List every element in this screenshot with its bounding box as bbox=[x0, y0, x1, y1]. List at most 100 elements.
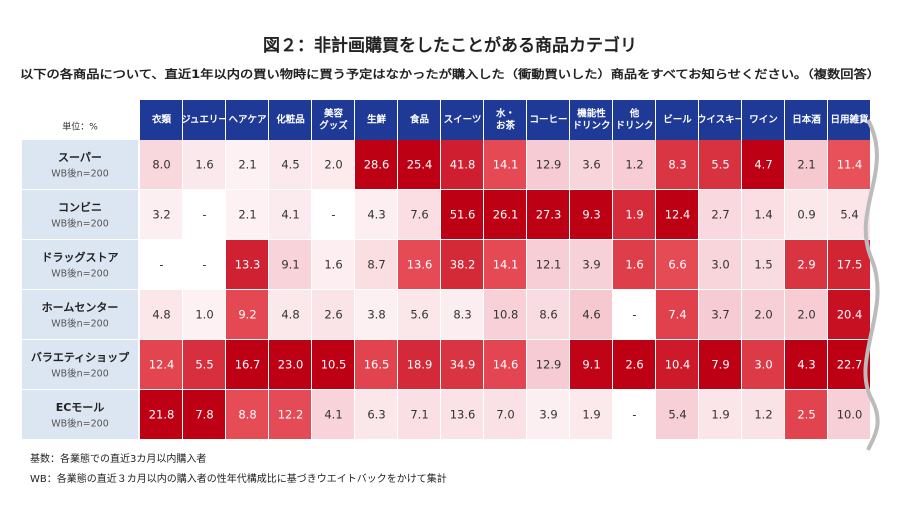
cell-value: 9.1 bbox=[582, 358, 600, 372]
cell bbox=[355, 140, 397, 189]
cell bbox=[312, 190, 354, 239]
column-header: グッズ bbox=[319, 120, 348, 132]
cell bbox=[441, 340, 483, 389]
cell bbox=[355, 290, 397, 339]
cell-value: 4.5 bbox=[281, 158, 299, 172]
title: 図２：非計画購買をしたことがある商品カテゴリ bbox=[263, 35, 637, 56]
cell bbox=[226, 290, 268, 339]
cell-value: 12.2 bbox=[278, 408, 304, 422]
cell-value: 1.9 bbox=[625, 208, 643, 222]
cell bbox=[226, 390, 268, 439]
row-name: ホームセンター bbox=[42, 301, 119, 314]
cell bbox=[527, 240, 569, 289]
cell bbox=[785, 190, 827, 239]
cell-value: 2.5 bbox=[797, 408, 815, 422]
cell-value: 7.1 bbox=[410, 408, 428, 422]
cell-value: 7.0 bbox=[496, 408, 514, 422]
row-name: バラエティショップ bbox=[31, 350, 130, 364]
cell-value: 5.6 bbox=[410, 308, 428, 322]
cell bbox=[656, 340, 698, 389]
cell-value: 38.2 bbox=[450, 258, 476, 272]
cell bbox=[312, 290, 354, 339]
cell bbox=[613, 390, 655, 439]
header-cell bbox=[226, 100, 268, 140]
cell-value: 3.6 bbox=[582, 158, 600, 172]
column-header: ドリンク bbox=[615, 121, 653, 132]
column-header: 他 bbox=[629, 108, 640, 120]
cell-value: 1.9 bbox=[711, 408, 729, 422]
cell-value: 5.5 bbox=[195, 358, 213, 372]
cell bbox=[828, 240, 870, 289]
cell bbox=[785, 390, 827, 439]
cell-value: 3.0 bbox=[711, 258, 729, 272]
cell bbox=[183, 340, 225, 389]
cell bbox=[441, 390, 483, 439]
cell-value: 2.0 bbox=[324, 158, 342, 172]
column-header: 化粧品 bbox=[276, 114, 305, 126]
cell bbox=[441, 240, 483, 289]
cell-value: 7.8 bbox=[195, 408, 213, 422]
cell-value: 4.1 bbox=[324, 408, 342, 422]
cell-value: 7.4 bbox=[668, 308, 686, 322]
cell bbox=[527, 340, 569, 389]
cell-value: 12.9 bbox=[536, 358, 562, 372]
cell-value: 34.9 bbox=[450, 358, 476, 372]
row-name: ECモール bbox=[56, 401, 105, 414]
cell-value: 4.8 bbox=[152, 308, 170, 322]
cell-value: 2.6 bbox=[324, 308, 342, 322]
cell-value: 1.6 bbox=[324, 258, 342, 272]
cell bbox=[828, 190, 870, 239]
cell-value: 2.0 bbox=[754, 308, 772, 322]
cell bbox=[441, 190, 483, 239]
row-sample: WB後n=200 bbox=[51, 318, 109, 330]
cell-value: 7.9 bbox=[711, 358, 729, 372]
row-header-cell bbox=[22, 190, 138, 239]
cell bbox=[613, 340, 655, 389]
cell bbox=[484, 390, 526, 439]
cell bbox=[269, 240, 311, 289]
cell bbox=[785, 140, 827, 189]
cell bbox=[656, 240, 698, 289]
note: 基数：各業態での直近3カ月以内購入者 bbox=[30, 452, 206, 465]
column-header: スイーツ bbox=[444, 115, 482, 126]
cell-value: 28.6 bbox=[364, 158, 390, 172]
cell-value: 18.9 bbox=[407, 358, 433, 372]
column-header: ジュエリー bbox=[181, 115, 228, 126]
cell bbox=[398, 190, 440, 239]
cell bbox=[355, 240, 397, 289]
header-cell bbox=[828, 100, 870, 140]
cell-value: 16.5 bbox=[364, 358, 390, 372]
cell-value: 12.1 bbox=[536, 258, 562, 272]
cell bbox=[613, 240, 655, 289]
cell bbox=[484, 290, 526, 339]
cell-value: 0.9 bbox=[797, 208, 815, 222]
header-cell bbox=[484, 100, 526, 140]
column-header: コーヒー bbox=[529, 115, 567, 126]
cell-value: - bbox=[632, 308, 636, 322]
row-header-cell bbox=[22, 340, 138, 389]
cell-value: 8.3 bbox=[453, 308, 471, 322]
column-header: ウイスキー bbox=[697, 115, 744, 126]
header-cell bbox=[527, 100, 569, 140]
cell bbox=[785, 290, 827, 339]
cell-value: 14.1 bbox=[493, 258, 519, 272]
cell bbox=[699, 340, 741, 389]
cell bbox=[742, 340, 784, 389]
row-header-cell bbox=[22, 140, 138, 189]
cell bbox=[570, 290, 612, 339]
row-name: ドラッグストア bbox=[42, 250, 119, 264]
header-cell bbox=[656, 100, 698, 140]
unit-cell bbox=[22, 100, 138, 140]
cell-value: 4.7 bbox=[754, 158, 772, 172]
cell-value: 10.4 bbox=[665, 358, 691, 372]
cell-value: 10.5 bbox=[321, 358, 347, 372]
cell-value: 13.6 bbox=[407, 258, 433, 272]
column-header: 衣類 bbox=[152, 114, 172, 126]
cell-value: 2.1 bbox=[797, 158, 815, 172]
header-cell bbox=[441, 100, 483, 140]
cell-value: 5.5 bbox=[711, 158, 729, 172]
cell bbox=[398, 240, 440, 289]
cell-value: 1.5 bbox=[754, 258, 772, 272]
cell-value: 3.8 bbox=[367, 308, 385, 322]
header-cell bbox=[183, 100, 225, 140]
